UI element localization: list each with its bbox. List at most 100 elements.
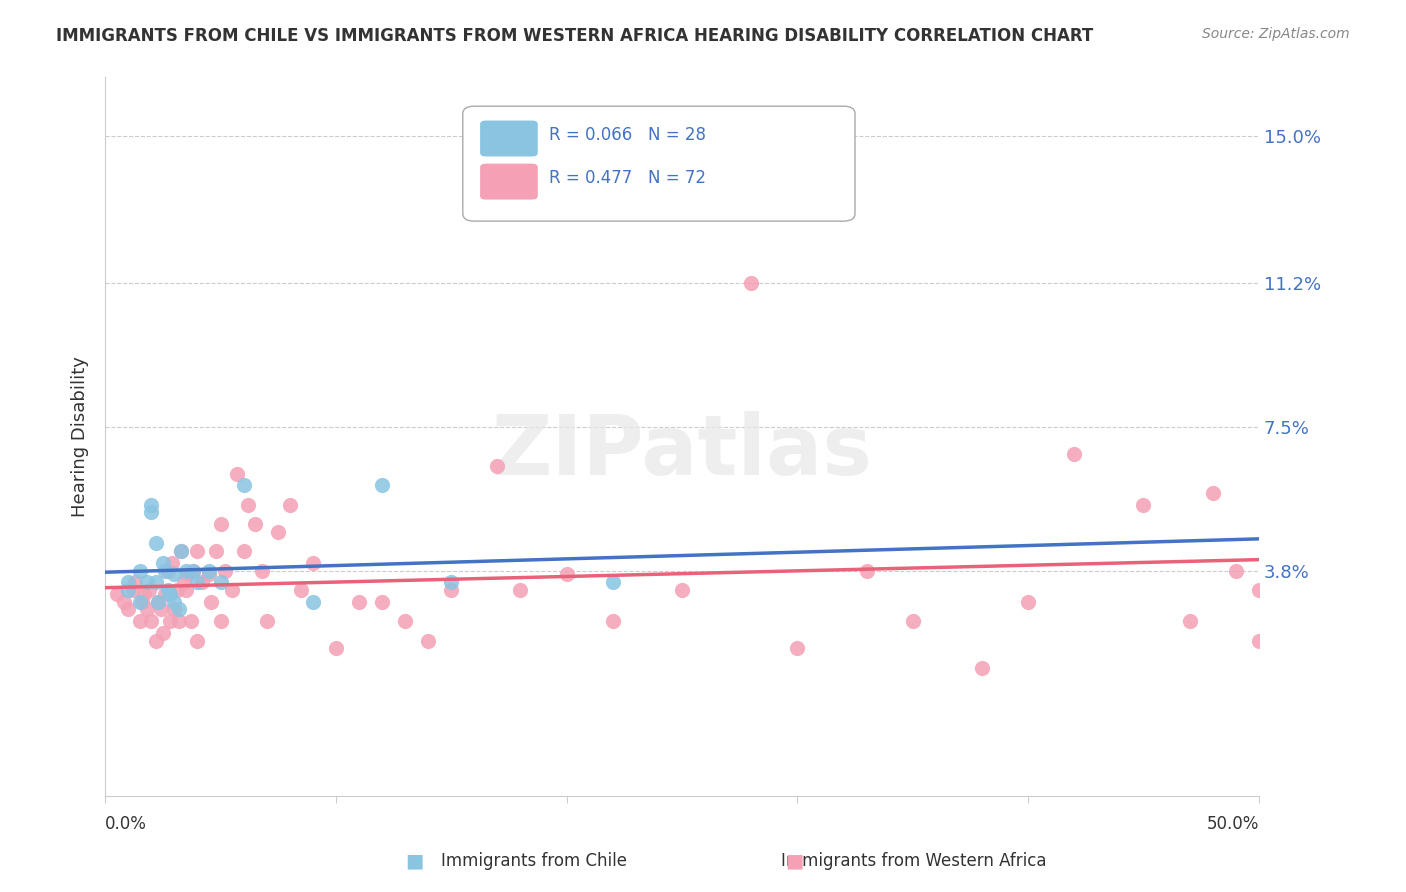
Point [221, 582, 243, 597]
Text: ■: ■ [405, 851, 425, 871]
Point [186, 544, 208, 558]
Text: 50.0%: 50.0% [1206, 815, 1258, 833]
Point [1247, 633, 1270, 648]
Point [174, 582, 197, 597]
Point [200, 595, 222, 609]
Point [177, 567, 200, 582]
Point [1247, 582, 1270, 597]
Point [238, 498, 260, 512]
Point [122, 582, 145, 597]
Point [1132, 498, 1154, 512]
Point [440, 582, 463, 597]
Text: 0.0%: 0.0% [105, 815, 148, 833]
FancyBboxPatch shape [479, 120, 537, 156]
Point [117, 582, 139, 597]
Point [267, 524, 290, 539]
Point [148, 595, 170, 609]
Point [186, 575, 208, 590]
Point [250, 564, 273, 578]
Point [145, 536, 167, 550]
Point [145, 575, 167, 590]
Point [141, 614, 163, 628]
Point [555, 567, 578, 582]
Point [105, 587, 128, 601]
Point [135, 575, 157, 590]
Y-axis label: Hearing Disability: Hearing Disability [72, 356, 89, 517]
Point [901, 614, 924, 628]
Point [394, 614, 416, 628]
Point [153, 564, 176, 578]
Point [128, 564, 150, 578]
Point [159, 587, 181, 601]
Text: IMMIGRANTS FROM CHILE VS IMMIGRANTS FROM WESTERN AFRICA HEARING DISABILITY CORRE: IMMIGRANTS FROM CHILE VS IMMIGRANTS FROM… [56, 27, 1094, 45]
Point [163, 595, 186, 609]
Point [131, 595, 153, 609]
Text: R = 0.477   N = 72: R = 0.477 N = 72 [550, 169, 706, 187]
Point [174, 564, 197, 578]
Point [134, 587, 156, 601]
Point [205, 544, 228, 558]
Point [371, 478, 394, 492]
Point [124, 575, 146, 590]
Point [163, 602, 186, 616]
Text: ZIPatlas: ZIPatlas [492, 410, 873, 491]
Point [602, 575, 624, 590]
Point [1017, 595, 1039, 609]
Point [232, 478, 254, 492]
Point [278, 498, 301, 512]
Point [166, 582, 188, 597]
Point [198, 567, 221, 582]
Point [371, 595, 394, 609]
Point [153, 587, 176, 601]
Point [170, 544, 193, 558]
Point [180, 614, 202, 628]
Point [167, 602, 190, 616]
Point [855, 564, 877, 578]
Point [786, 641, 808, 656]
FancyBboxPatch shape [463, 106, 855, 221]
Point [302, 595, 325, 609]
Point [418, 633, 440, 648]
Text: Immigrants from Western Africa: Immigrants from Western Africa [782, 852, 1046, 870]
Point [440, 575, 463, 590]
Point [135, 602, 157, 616]
Point [170, 544, 193, 558]
Point [325, 641, 347, 656]
Point [128, 614, 150, 628]
Point [671, 582, 693, 597]
Text: Source: ZipAtlas.com: Source: ZipAtlas.com [1202, 27, 1350, 41]
Point [347, 595, 370, 609]
Point [1178, 614, 1201, 628]
Text: Immigrants from Chile: Immigrants from Chile [441, 852, 627, 870]
Point [141, 505, 163, 519]
Point [509, 582, 531, 597]
Point [970, 661, 993, 675]
Point [186, 633, 208, 648]
Point [152, 556, 174, 570]
Point [138, 582, 160, 597]
Point [1225, 564, 1247, 578]
Point [198, 564, 221, 578]
Point [602, 614, 624, 628]
Point [225, 467, 247, 481]
Point [486, 458, 509, 473]
Point [112, 595, 135, 609]
Point [232, 544, 254, 558]
Point [163, 567, 186, 582]
Point [209, 575, 232, 590]
Point [160, 556, 183, 570]
Point [290, 582, 312, 597]
Point [243, 516, 266, 531]
Point [117, 602, 139, 616]
Point [256, 614, 278, 628]
Point [148, 595, 170, 609]
Point [173, 575, 195, 590]
Point [740, 277, 762, 291]
FancyBboxPatch shape [479, 163, 537, 200]
Point [141, 498, 163, 512]
Point [145, 633, 167, 648]
Point [209, 614, 232, 628]
Point [156, 582, 179, 597]
Point [1063, 447, 1085, 461]
Point [181, 564, 204, 578]
